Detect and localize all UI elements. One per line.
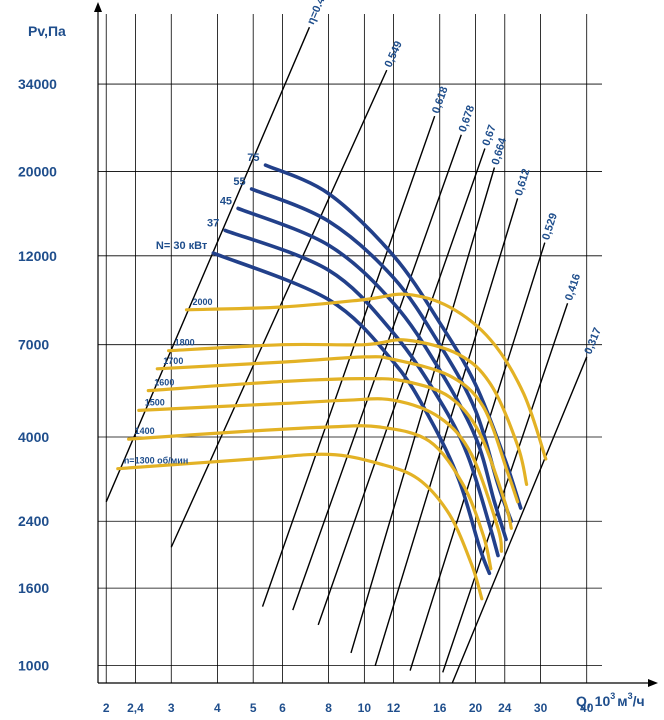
x-tick-label-2,4: 2,4 (127, 701, 144, 715)
y-tick-label-1600: 1600 (18, 580, 49, 596)
x-axis-title-exp1: 3 (610, 691, 615, 701)
power-label-0: 75 (247, 152, 259, 164)
speed-label-6: n=1300 об/мин (124, 456, 188, 466)
y-tick-label-7000: 7000 (18, 337, 49, 353)
efficiency-label-1: 0,549 (383, 39, 405, 69)
speed-label-4: 1500 (145, 397, 165, 407)
power-label-3: 37 (207, 217, 219, 229)
speed-curve-3 (146, 376, 513, 530)
x-tick-label-16: 16 (433, 701, 447, 715)
speed-curve-5 (127, 424, 493, 571)
y-tick-label-12000: 12000 (18, 248, 57, 264)
axes (94, 2, 658, 687)
speed-label-2: 1700 (163, 356, 183, 366)
efficiency-line-9 (451, 356, 588, 684)
power-curve-2 (236, 206, 508, 542)
speed-label-0: 2000 (193, 297, 213, 307)
power-label-4: N= 30 кВт (156, 240, 208, 252)
y-axis-title: Pv,Па (28, 23, 66, 39)
y-axis-arrow (94, 2, 102, 12)
x-tick-label-2: 2 (103, 701, 110, 715)
speed-curve-0 (184, 292, 548, 461)
speed-curve-6 (116, 452, 484, 601)
efficiency-label-3: 0,678 (457, 104, 478, 134)
efficiency-label-2: 0,618 (430, 85, 450, 115)
x-tick-label-24: 24 (498, 701, 512, 715)
x-axis-title-unit: м (617, 693, 627, 709)
efficiency-line-6 (374, 198, 519, 666)
efficiency-line-8 (442, 303, 569, 673)
efficiency-line-3 (292, 134, 462, 611)
efficiency-lines (105, 26, 588, 684)
efficiency-line-0 (105, 26, 311, 503)
speed-curve-4 (137, 397, 503, 553)
speed-curve-1 (167, 338, 529, 486)
speed-label-1: 1800 (175, 338, 195, 348)
x-tick-label-3: 3 (168, 701, 175, 715)
y-tick-label-4000: 4000 (18, 429, 49, 445)
efficiency-line-7 (409, 242, 546, 671)
speed-label-3: 1600 (154, 378, 174, 388)
x-axis-title-main: Q, 10 (576, 693, 610, 709)
power-label-1: 55 (233, 176, 245, 188)
efficiency-line-4 (317, 148, 486, 626)
power-label-2: 45 (220, 195, 232, 207)
efficiency-label-7: 0,529 (540, 212, 560, 242)
y-tick-label-2400: 2400 (18, 513, 49, 529)
efficiency-label-9: 0,317 (582, 326, 604, 356)
x-axis-title-exp2: 3 (628, 691, 633, 701)
y-tick-label-20000: 20000 (18, 164, 57, 180)
efficiency-label-0: η=0.422 (305, 0, 332, 26)
x-tick-label-40: 40 (580, 701, 594, 715)
x-axis-title-suffix: /ч (633, 693, 645, 709)
speed-curve-2 (155, 355, 520, 504)
x-tick-label-20: 20 (469, 701, 483, 715)
efficiency-line-5 (350, 167, 496, 654)
x-tick-label-8: 8 (325, 701, 332, 715)
y-tick-label-1000: 1000 (18, 658, 49, 674)
x-axis-title: Q, 103 м3/ч (576, 691, 645, 709)
speed-label-5: 1400 (135, 426, 155, 436)
x-tick-label-12: 12 (387, 701, 401, 715)
x-axis-arrow (648, 679, 658, 687)
grid (98, 14, 602, 683)
x-tick-label-6: 6 (279, 701, 286, 715)
power-curve-3 (223, 228, 500, 558)
efficiency-label-8: 0,416 (563, 272, 583, 302)
x-tick-label-5: 5 (250, 701, 257, 715)
y-tick-label-34000: 34000 (18, 76, 57, 92)
x-tick-label-4: 4 (214, 701, 221, 715)
speed-curves (116, 292, 548, 601)
x-tick-label-30: 30 (534, 701, 548, 715)
efficiency-line-2 (261, 115, 436, 607)
x-tick-label-10: 10 (358, 701, 372, 715)
